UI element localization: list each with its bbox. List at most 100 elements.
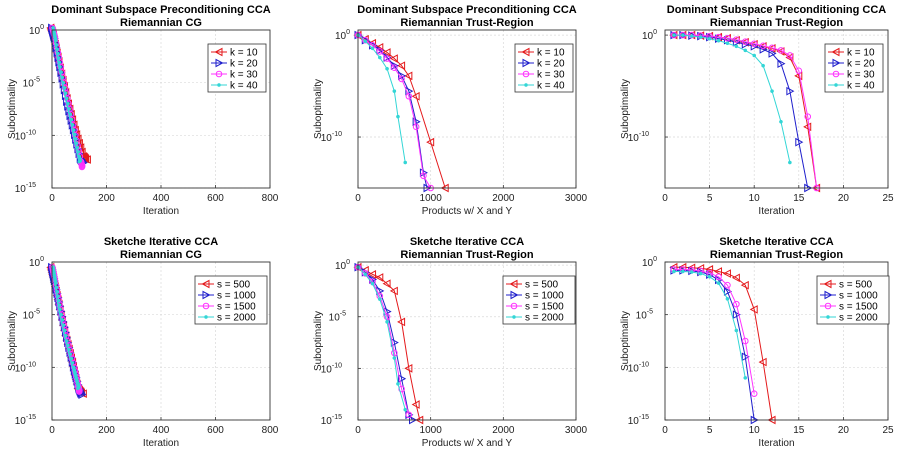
x-axis-label: Products w/ X and Y [422, 206, 513, 217]
data-point [412, 123, 420, 131]
data-point [788, 160, 792, 165]
data-point [59, 312, 63, 317]
data-point [716, 38, 721, 43]
series-line [357, 266, 406, 410]
data-point [761, 63, 765, 68]
data-point [768, 44, 776, 52]
x-tick-label: 25 [882, 425, 894, 436]
x-tick-label: 2000 [492, 193, 515, 204]
data-point [672, 269, 676, 274]
legend-label: s = 1500 [525, 302, 564, 313]
data-point [795, 137, 804, 147]
legend-label: k = 10 [537, 48, 565, 59]
y-tick-label: 100 [29, 256, 44, 269]
data-point [725, 297, 730, 301]
data-point [713, 267, 723, 276]
legend-marker [215, 70, 223, 78]
data-point [59, 70, 63, 74]
data-point [740, 280, 749, 290]
data-point [71, 128, 76, 132]
data-point [698, 271, 703, 276]
legend-label: k = 30 [537, 70, 565, 81]
x-axis-label: Iteration [758, 438, 794, 449]
data-point [54, 285, 59, 290]
data-point [405, 411, 413, 419]
data-point [56, 56, 61, 60]
data-point [396, 382, 400, 386]
chart-subtitle: Riemannian CG [120, 249, 202, 261]
data-point [669, 262, 678, 272]
y-tick-label: 10-5 [23, 309, 40, 322]
data-point [66, 343, 70, 348]
data-point [707, 274, 712, 279]
x-tick-label: 200 [98, 425, 115, 436]
data-point [60, 318, 65, 322]
data-point [367, 270, 377, 279]
series-k-40 [356, 33, 408, 165]
data-point [70, 125, 79, 135]
data-point [370, 281, 375, 286]
legend-label: s = 500 [525, 280, 559, 291]
y-tick-label: 10-5 [636, 309, 653, 322]
data-point [62, 86, 67, 90]
data-point [804, 113, 812, 120]
x-tick-label: 10 [749, 425, 761, 436]
y-tick-label: 100 [642, 29, 657, 42]
legend-label: k = 30 [230, 70, 258, 81]
data-point [56, 294, 60, 299]
x-tick-label: 0 [355, 193, 361, 204]
x-tick-label: 3000 [565, 193, 588, 204]
legend-marker [522, 58, 531, 68]
data-point [741, 38, 749, 46]
legend-label: k = 10 [230, 48, 258, 59]
data-point [752, 53, 757, 58]
chart-title: Dominant Subspace Preconditioning CCA [357, 4, 576, 16]
axes-frame [664, 29, 889, 189]
data-point [680, 33, 685, 37]
data-point [759, 45, 768, 54]
x-tick-label: 800 [262, 425, 279, 436]
x-tick-label: 400 [153, 425, 170, 436]
data-point [741, 39, 750, 49]
data-point [777, 47, 785, 54]
data-point [786, 86, 795, 96]
chart-title: Dominant Subspace Preconditioning CCA [51, 4, 270, 16]
data-point [398, 75, 405, 83]
data-point [732, 310, 741, 320]
chart-subtitle: Riemannian Trust-Region [710, 17, 844, 29]
data-point [396, 114, 400, 119]
series-line [673, 268, 755, 394]
data-point [759, 42, 767, 50]
x-tick-label: 15 [793, 193, 805, 204]
data-point [786, 52, 794, 59]
x-tick-label: 600 [207, 193, 224, 204]
legend-label: s = 1500 [839, 302, 878, 313]
data-point [389, 286, 398, 296]
data-point [56, 298, 61, 303]
data-point [426, 137, 435, 147]
legend-marker [201, 279, 210, 289]
chart-title: Sketche Iterative CCA [104, 236, 218, 248]
legend-label: s = 500 [839, 280, 873, 291]
series-line [673, 34, 809, 189]
data-point [70, 361, 75, 365]
legend-label: s = 500 [217, 280, 251, 291]
data-point [750, 40, 758, 48]
legend-label: k = 40 [537, 81, 565, 92]
data-point [54, 43, 59, 47]
legend-marker [832, 70, 840, 78]
chart-subtitle: Riemannian CG [120, 17, 202, 29]
y-axis-label: Suboptimality [7, 79, 18, 139]
data-point [363, 39, 368, 44]
y-tick-label: 10-15 [15, 182, 36, 195]
x-tick-label: 0 [49, 425, 55, 436]
data-point [420, 172, 427, 180]
data-point [63, 333, 68, 338]
data-point [58, 307, 62, 312]
legend-marker [510, 290, 519, 300]
x-tick-label: 1000 [420, 425, 443, 436]
